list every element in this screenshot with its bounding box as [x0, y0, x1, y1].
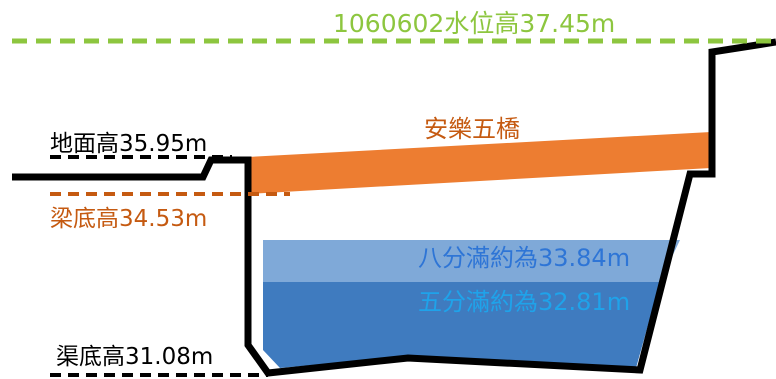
- water-upper-band: [263, 240, 680, 282]
- beam-bottom-label: 梁底高34.53m: [50, 206, 207, 232]
- water-lower-band: [263, 282, 660, 368]
- bridge-deck: [247, 132, 711, 194]
- channel-outline: [12, 38, 776, 377]
- bridge-name-label: 安樂五橋: [424, 115, 520, 143]
- eighty-percent-label: 八分滿約為33.84m: [418, 244, 630, 272]
- flood-level-label: 1060602水位高37.45m: [333, 9, 615, 38]
- channel-bottom-label: 渠底高31.08m: [56, 344, 213, 370]
- fifty-percent-label: 五分滿約為32.81m: [418, 288, 630, 316]
- ground-level-label: 地面高35.95m: [50, 131, 207, 157]
